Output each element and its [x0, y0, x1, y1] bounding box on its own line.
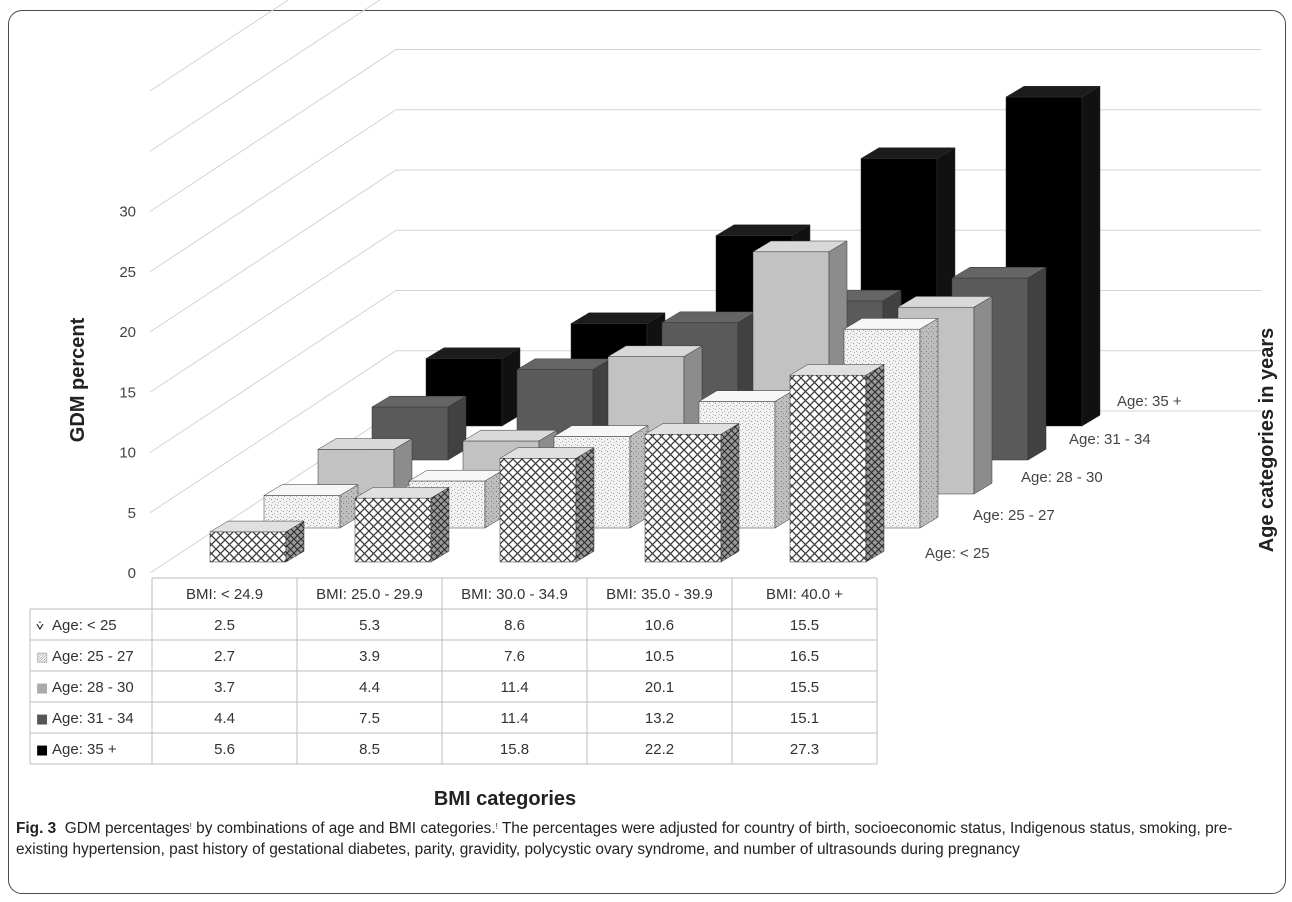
- table-value: 13.2: [645, 710, 674, 727]
- table-value: 22.2: [645, 741, 674, 758]
- x-category-label: BMI: 25.0 - 29.9: [316, 586, 423, 603]
- table-value: 11.4: [500, 710, 528, 727]
- bar-front: [789, 374, 867, 563]
- bar-side: [1081, 85, 1101, 427]
- y-tick-label: 10: [119, 445, 136, 462]
- bar-side: [865, 363, 885, 563]
- legend-marker: ■: [36, 681, 48, 696]
- y-tick-label: 15: [119, 384, 136, 401]
- gridline-left: [149, 169, 397, 333]
- bar-side: [720, 423, 740, 563]
- table-value: 8.5: [359, 741, 380, 758]
- x-axis-label: BMI categories: [434, 788, 576, 810]
- caption-text-part1: GDM percentages: [64, 820, 190, 837]
- depth-axis-label: Age categories in years: [1256, 328, 1278, 553]
- x-category-label: BMI: 35.0 - 39.9: [606, 586, 713, 603]
- gridline-left: [149, 49, 397, 212]
- bar-side: [430, 486, 450, 563]
- bar-front: [354, 497, 432, 563]
- figure-frame: [8, 10, 1286, 894]
- bar: [644, 423, 740, 563]
- data-table: BMI: < 24.9 BMI: 25.0 - 29.9 BMI: 30.0 - 3…: [29, 577, 878, 765]
- table-value: 10.6: [645, 617, 674, 634]
- table-value: 5.3: [359, 617, 380, 634]
- x-category-label: BMI: 40.0 +: [766, 586, 843, 603]
- bar-side: [973, 295, 993, 495]
- x-category-label: BMI: < 24.9: [186, 586, 263, 603]
- chart-bars: [209, 85, 1101, 563]
- y-tick-label: 0: [128, 565, 136, 582]
- caption-text-part2: by combinations of age and BMI categorie…: [191, 820, 496, 837]
- series-row-label: Age: 31 - 34: [52, 710, 134, 727]
- depth-label: Age: 35 +: [1117, 393, 1182, 410]
- gridline-left: [149, 229, 397, 393]
- caption-sup1: !: [189, 822, 192, 831]
- y-tick-label: 30: [119, 204, 136, 221]
- table-value: 8.6: [504, 617, 525, 634]
- table-value: 10.5: [645, 648, 674, 665]
- depth-label: Age: 25 - 27: [973, 507, 1055, 524]
- table-value: 27.3: [790, 741, 819, 758]
- gridline-left: [149, 290, 397, 453]
- bar-side: [919, 317, 939, 529]
- series-row-label: Age: < 25: [52, 617, 117, 634]
- table-value: 7.6: [504, 648, 525, 665]
- depth-label: Age: 31 - 34: [1069, 431, 1151, 448]
- gridline-left: [149, 350, 397, 514]
- legend-marker: ■: [36, 712, 48, 727]
- table-value: 2.5: [214, 617, 235, 634]
- table-value: 4.4: [214, 710, 235, 727]
- bar: [354, 486, 450, 563]
- y-tick-label: 25: [119, 264, 136, 281]
- table-value: 15.5: [790, 617, 819, 634]
- table-value: 4.4: [359, 679, 380, 696]
- series-row-label: Age: 28 - 30: [52, 679, 134, 696]
- bar: [499, 447, 595, 563]
- gridline-left: [149, 109, 397, 273]
- legend-marker: ⩒: [36, 619, 44, 634]
- bar: [789, 363, 885, 563]
- chart-labels: GDM percent BMI categories Age categorie…: [67, 204, 1278, 811]
- figure-caption: Fig. 3 GDM percentages! by combinations …: [16, 818, 1278, 860]
- bar-front: [209, 531, 287, 563]
- table-value: 3.7: [214, 679, 235, 696]
- bar-side: [1027, 266, 1047, 461]
- bar-front: [644, 434, 722, 563]
- bar: [209, 520, 305, 563]
- legend-marker: ■: [36, 743, 48, 758]
- table-value: 15.8: [500, 741, 529, 758]
- table-value: 7.5: [359, 710, 380, 727]
- table-value: 16.5: [790, 648, 819, 665]
- bar-side: [285, 520, 305, 563]
- legend-marker: ▨: [36, 650, 48, 665]
- table-value: 3.9: [359, 648, 380, 665]
- chart-axes: [149, 0, 1261, 574]
- gridline-left: [149, 0, 381, 152]
- caption-label: Fig. 3: [16, 820, 57, 837]
- table-value: 20.1: [645, 679, 674, 696]
- series-row-label: Age: 35 +: [52, 741, 117, 758]
- series-row-label: Age: 25 - 27: [52, 648, 134, 665]
- bar-front: [499, 458, 577, 563]
- table-value: 2.7: [214, 648, 235, 665]
- table-value: 15.1: [790, 710, 819, 727]
- table-value: 5.6: [214, 741, 235, 758]
- depth-label: Age: 28 - 30: [1021, 469, 1103, 486]
- x-category-label: BMI: 30.0 - 34.9: [461, 586, 568, 603]
- caption-text-part3: The percentages were adjusted for countr…: [16, 820, 1233, 858]
- y-tick-label: 20: [119, 324, 136, 341]
- table-value: 15.5: [790, 679, 819, 696]
- table-value: 11.4: [500, 679, 528, 696]
- caption-sup2: !: [495, 822, 498, 831]
- bar-side: [575, 447, 595, 563]
- depth-label: Age: < 25: [925, 545, 990, 562]
- y-axis-label: GDM percent: [67, 317, 89, 442]
- gridline-left: [149, 0, 290, 92]
- y-tick-label: 5: [128, 505, 136, 522]
